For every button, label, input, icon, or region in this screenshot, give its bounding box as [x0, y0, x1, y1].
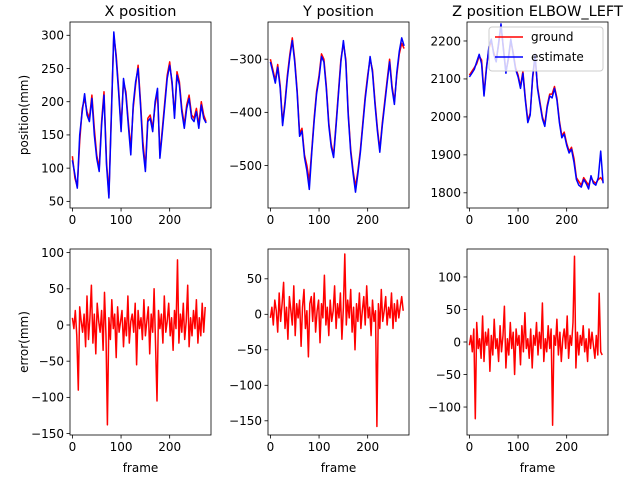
y-tick-label: 50: [49, 195, 64, 209]
y-tick-label: −50: [237, 343, 262, 357]
x-axis-label: frame: [520, 461, 556, 475]
chart-panel-5: 0 100 200 −150 −100 −50 0 50 frame: [229, 248, 410, 475]
legend-label-estimate: estimate: [531, 50, 584, 64]
y-tick-label: −150: [31, 427, 64, 441]
x-tick-label: 0: [466, 213, 474, 227]
y-tick-label: 150: [41, 128, 64, 142]
y-tick-label: 1900: [430, 148, 461, 162]
x-tick-label: 0: [267, 213, 275, 227]
axes-frame: [267, 21, 410, 209]
x-tick-label: 100: [110, 213, 133, 227]
y-tick-label: 100: [438, 270, 461, 284]
chart-panel-4: 0 100 200 −150 −100 −50 0 50 100 frame error(mm): [17, 246, 212, 475]
axes-frame: [69, 248, 212, 436]
legend-label-ground: ground: [531, 30, 573, 44]
y-tick-label: 50: [446, 303, 461, 317]
y-axis-label: error(mm): [17, 311, 31, 373]
y-tick-label: 1800: [430, 186, 461, 200]
series-line-error: [269, 253, 404, 428]
y-tick-label: −50: [436, 368, 461, 382]
y-tick-label: −500: [229, 159, 262, 173]
series-line-estimate: [71, 31, 207, 199]
y-tick-label: 50: [247, 272, 262, 286]
series-line-error: [468, 255, 603, 426]
x-tick-label: 0: [69, 213, 77, 227]
x-tick-label: 100: [507, 213, 530, 227]
x-tick-label: 200: [555, 213, 578, 227]
chart-panel-3: 0 100 200 1800 1900 2000 2100 2200 Z position EL…: [430, 4, 623, 227]
x-tick-label: 200: [356, 213, 379, 227]
y-axis-label: position(mm): [17, 75, 31, 155]
y-tick-label: 200: [41, 95, 64, 109]
axes-frame: [466, 21, 609, 209]
x-tick-label: 100: [308, 213, 331, 227]
y-tick-label: 250: [41, 62, 64, 76]
chart-panel-1: 0 100 200 50 100 150 200 250 300 X position positi…: [17, 4, 212, 227]
y-tick-label: 100: [41, 246, 64, 260]
chart-panel-6: 0 100 200 −100 −50 0 50 100 frame: [428, 248, 609, 475]
series-line-estimate: [269, 37, 405, 193]
x-tick-label: 200: [555, 440, 578, 454]
x-tick-label: 100: [110, 440, 133, 454]
y-tick-label: 0: [56, 318, 64, 332]
y-tick-label: 300: [41, 29, 64, 43]
y-tick-label: −150: [229, 414, 262, 428]
y-tick-label: 2100: [430, 72, 461, 86]
y-tick-label: −100: [229, 379, 262, 393]
y-tick-label: 0: [254, 308, 262, 322]
chart-title: Y position: [302, 4, 374, 20]
y-tick-label: −50: [39, 354, 64, 368]
chart-panel-2: 0 100 200 −500 −400 −300 Y position: [229, 4, 410, 227]
series-line-error: [71, 259, 206, 426]
x-tick-label: 200: [158, 440, 181, 454]
x-tick-label: 200: [356, 440, 379, 454]
x-tick-label: 100: [507, 440, 530, 454]
y-tick-label: −100: [31, 391, 64, 405]
y-tick-label: −300: [229, 53, 262, 67]
y-tick-label: −100: [428, 400, 461, 414]
x-axis-label: frame: [321, 461, 357, 475]
y-tick-label: 2000: [430, 110, 461, 124]
legend-box: [488, 26, 604, 72]
x-tick-label: 0: [267, 440, 275, 454]
axes-frame: [69, 21, 212, 209]
x-tick-label: 0: [466, 440, 474, 454]
y-tick-label: 0: [453, 335, 461, 349]
y-tick-label: 2200: [430, 34, 461, 48]
chart-title: Z position ELBOW_LEFT: [452, 4, 623, 20]
y-tick-label: 50: [49, 282, 64, 296]
x-tick-label: 100: [308, 440, 331, 454]
y-tick-label: −400: [229, 106, 262, 120]
x-tick-label: 0: [69, 440, 77, 454]
chart-title: X position: [105, 4, 177, 20]
legend: ground estimate: [488, 26, 604, 72]
x-tick-label: 200: [158, 213, 181, 227]
axes-frame: [267, 248, 410, 436]
y-tick-label: 100: [41, 161, 64, 175]
x-axis-label: frame: [123, 461, 159, 475]
